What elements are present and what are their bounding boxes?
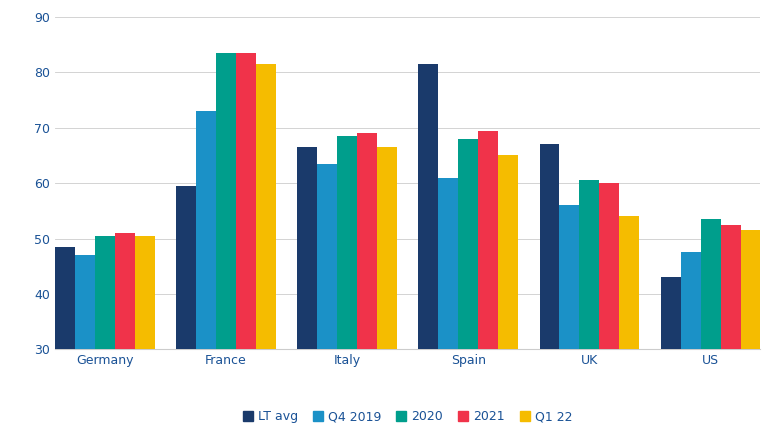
Bar: [114, 233, 135, 426]
Bar: [297, 147, 318, 426]
Bar: [438, 178, 459, 426]
Bar: [741, 230, 760, 426]
Bar: [661, 277, 681, 426]
Bar: [419, 64, 438, 426]
Bar: [720, 225, 741, 426]
Bar: [377, 147, 397, 426]
Bar: [579, 181, 600, 426]
Bar: [55, 247, 74, 426]
Bar: [357, 133, 377, 426]
Bar: [135, 236, 154, 426]
Bar: [681, 253, 701, 426]
Bar: [236, 53, 256, 426]
Bar: [176, 186, 196, 426]
Bar: [478, 131, 498, 426]
Bar: [701, 219, 720, 426]
Bar: [619, 216, 639, 426]
Bar: [216, 53, 236, 426]
Bar: [318, 164, 337, 426]
Bar: [539, 144, 560, 426]
Bar: [337, 136, 357, 426]
Bar: [196, 111, 216, 426]
Bar: [95, 236, 114, 426]
Bar: [498, 155, 518, 426]
Bar: [560, 205, 579, 426]
Bar: [600, 183, 619, 426]
Bar: [74, 255, 95, 426]
Legend: LT avg, Q4 2019, 2020, 2021, Q1 22: LT avg, Q4 2019, 2020, 2021, Q1 22: [238, 406, 577, 426]
Bar: [256, 64, 276, 426]
Bar: [459, 139, 478, 426]
